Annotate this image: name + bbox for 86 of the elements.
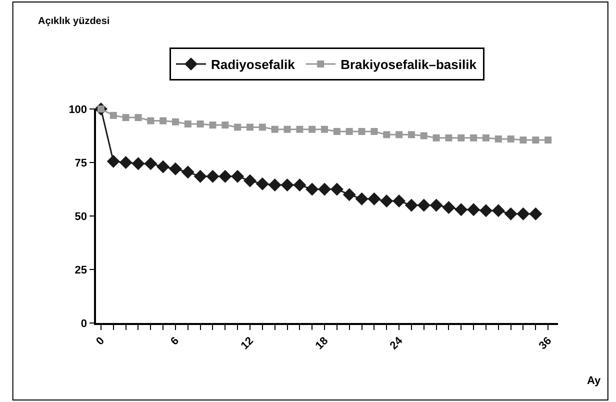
point — [396, 131, 403, 138]
x-tick-label: 18 — [313, 334, 331, 352]
point — [408, 131, 415, 138]
point — [507, 135, 514, 142]
point — [122, 114, 130, 122]
point — [454, 203, 468, 216]
legend-label: Radiyosefalik — [211, 57, 296, 72]
x-tick-label: 36 — [536, 334, 554, 352]
point — [156, 160, 170, 174]
y-tick-label: 100 — [68, 104, 88, 116]
point — [222, 122, 229, 129]
text: Açıklık yüzdesi — [38, 16, 110, 27]
point — [246, 124, 254, 131]
point — [184, 120, 192, 128]
point — [106, 154, 120, 168]
point — [479, 204, 492, 218]
point — [430, 198, 443, 212]
point — [293, 178, 306, 192]
y-tick-label: 0 — [80, 318, 88, 330]
point — [333, 128, 340, 135]
point — [346, 128, 353, 135]
point — [306, 182, 319, 196]
y-tick-label: 50 — [74, 210, 88, 223]
point — [458, 134, 465, 142]
point — [244, 174, 256, 188]
point — [532, 136, 540, 144]
point — [181, 166, 194, 179]
point — [231, 170, 244, 183]
point — [147, 117, 154, 124]
point — [404, 198, 418, 212]
point — [144, 157, 158, 170]
point — [234, 124, 242, 131]
point — [196, 120, 204, 128]
point — [368, 192, 381, 206]
point — [271, 126, 278, 133]
point — [529, 207, 542, 220]
point — [172, 118, 179, 126]
point — [417, 198, 430, 212]
point — [380, 194, 394, 208]
point — [284, 126, 291, 133]
point — [470, 134, 478, 142]
point — [383, 131, 390, 138]
point — [318, 182, 332, 196]
point — [516, 207, 530, 220]
point — [482, 134, 490, 142]
point — [110, 112, 117, 119]
point — [467, 203, 480, 216]
point — [520, 136, 527, 144]
point — [492, 204, 505, 218]
point — [370, 128, 378, 135]
point — [258, 124, 266, 131]
point — [218, 170, 232, 183]
point — [432, 134, 440, 142]
point — [330, 182, 344, 196]
point — [168, 162, 182, 176]
point — [445, 134, 452, 142]
y-tick-label: 25 — [74, 264, 88, 276]
point — [544, 136, 552, 144]
point — [321, 126, 328, 133]
point — [134, 114, 142, 122]
x-tick-label: 0 — [94, 334, 107, 348]
point — [342, 188, 356, 202]
point — [296, 126, 304, 133]
x-tick-label: 6 — [168, 334, 182, 348]
point — [194, 170, 207, 183]
point — [256, 177, 269, 190]
point — [206, 170, 220, 183]
x-axis-title: Ay — [587, 375, 602, 387]
point — [280, 178, 294, 192]
point — [494, 135, 502, 142]
point — [308, 126, 316, 133]
point — [442, 200, 456, 214]
point — [504, 207, 518, 220]
legend-label: Brakiyosefalik–basilik — [340, 57, 478, 72]
x-tick-label: 12 — [238, 334, 256, 352]
point — [119, 156, 132, 169]
point — [268, 178, 282, 192]
point — [209, 122, 216, 129]
point — [392, 194, 406, 208]
point — [358, 128, 366, 135]
y-tick-label: 75 — [74, 157, 88, 170]
point — [132, 157, 145, 170]
point — [420, 132, 428, 140]
point — [160, 117, 167, 124]
point — [355, 192, 368, 206]
x-tick-label: 24 — [388, 334, 406, 352]
